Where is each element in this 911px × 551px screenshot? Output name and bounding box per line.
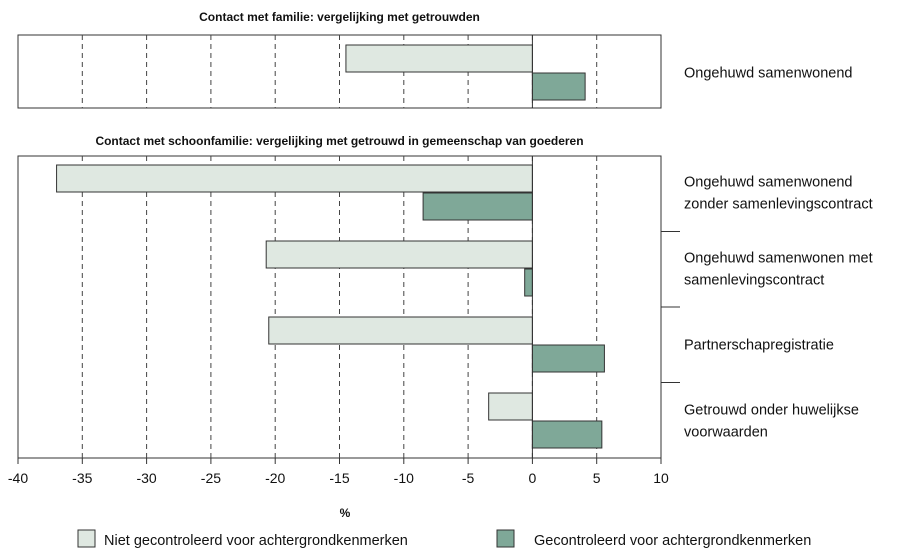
panel-title: Contact met schoonfamilie: vergelijking … (95, 134, 583, 148)
category-label: zonder samenlevingscontract (684, 197, 873, 213)
category-label: samenlevingscontract (684, 273, 824, 289)
legend-label: Niet gecontroleerd voor achtergrondkenme… (104, 533, 408, 549)
panel-title: Contact met familie: vergelijking met ge… (199, 10, 480, 24)
bar-controlled (422, 192, 533, 221)
bar-controlled (531, 420, 603, 449)
x-tick-label: -30 (136, 470, 156, 486)
legend-swatch-uncontrolled (77, 529, 96, 548)
category-label: voorwaarden (684, 425, 768, 441)
x-tick-label: 10 (653, 470, 669, 486)
bar-uncontrolled (56, 164, 533, 193)
bar-controlled (531, 72, 586, 101)
category-label: Ongehuwd samenwonen met (684, 251, 873, 267)
x-tick-label: -35 (72, 470, 92, 486)
category-label: Getrouwd onder huwelijkse (684, 403, 859, 419)
x-tick-label: 5 (593, 470, 601, 486)
legend-swatch-controlled (496, 529, 515, 548)
x-tick-label: -15 (329, 470, 349, 486)
category-label: Ongehuwd samenwonend (684, 66, 852, 82)
bar-uncontrolled (345, 44, 533, 73)
x-tick-label: -40 (8, 470, 28, 486)
bar-controlled (524, 268, 533, 297)
x-tick-label: -5 (462, 470, 475, 486)
x-axis-title: % (340, 506, 351, 520)
bar-uncontrolled (268, 316, 533, 345)
x-tick-label: 0 (529, 470, 537, 486)
category-label: Partnerschapregistratie (684, 338, 834, 354)
bar-controlled (531, 344, 605, 373)
x-tick-label: -25 (201, 470, 221, 486)
x-tick-label: -10 (394, 470, 414, 486)
bar-uncontrolled (488, 392, 533, 421)
x-tick-label: -20 (265, 470, 285, 486)
legend-label: Gecontroleerd voor achtergrondkenmerken (534, 533, 811, 549)
category-label: Ongehuwd samenwonend (684, 175, 852, 191)
bar-uncontrolled (265, 240, 533, 269)
